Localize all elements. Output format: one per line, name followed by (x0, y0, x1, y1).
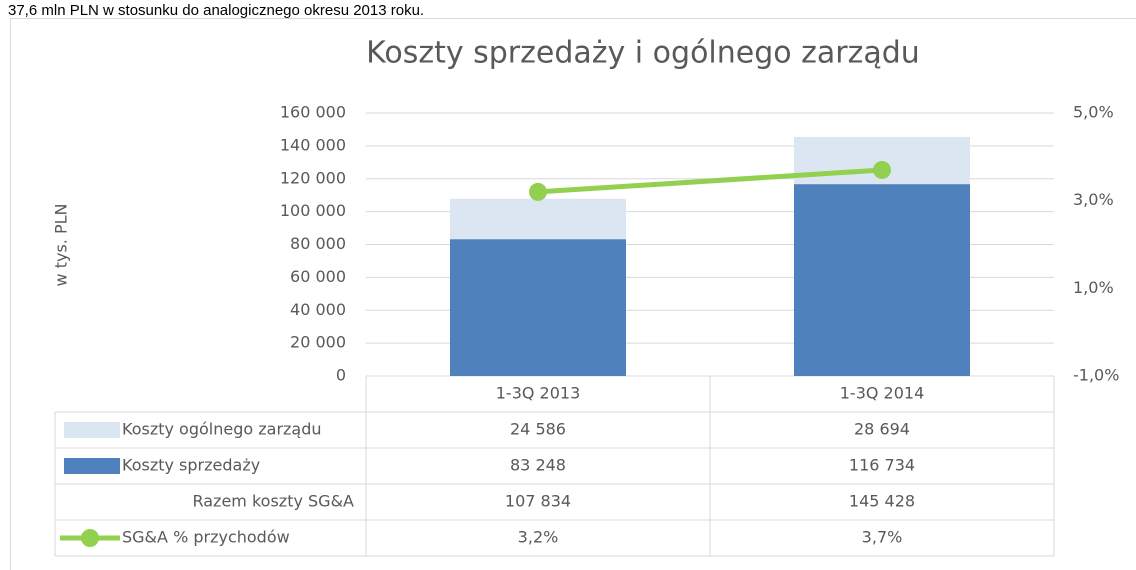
y-tick-label: 0 (336, 366, 346, 385)
y2-tick-label: 1,0% (1073, 278, 1114, 297)
table-value: 83 248 (510, 456, 566, 475)
legend-key-marker (81, 529, 99, 547)
legend-key (64, 458, 120, 474)
y-tick-label: 100 000 (280, 201, 346, 220)
y-tick-label: 60 000 (290, 267, 346, 286)
y2-tick-label: 5,0% (1073, 103, 1114, 122)
legend-label: Koszty ogólnego zarządu (122, 420, 322, 439)
y-tick-label: 80 000 (290, 234, 346, 253)
table-value: 28 694 (854, 420, 910, 439)
y-tick-label: 40 000 (290, 300, 346, 319)
x-tick-label: 1-3Q 2014 (840, 384, 925, 403)
line (537, 167, 883, 195)
y2-tick-label: 3,0% (1073, 190, 1114, 209)
line-marker (529, 182, 547, 201)
legend-label: SG&A % przychodów (122, 528, 290, 547)
chart-title: Koszty sprzedaży i ogólnego zarządu (366, 36, 920, 71)
table-value: 145 428 (849, 492, 915, 511)
y-axis-label: w tys. PLN (52, 204, 71, 287)
bar (450, 239, 626, 376)
bar (794, 184, 970, 376)
table-value: 24 586 (510, 420, 566, 439)
y2-tick-label: -1,0% (1073, 366, 1119, 385)
intro-text: 37,6 mln PLN w stosunku do analogicznego… (8, 2, 424, 19)
legend-label: Koszty sprzedaży (122, 456, 260, 475)
line-marker (873, 160, 891, 179)
bar (450, 198, 626, 240)
y-tick-label: 20 000 (290, 333, 346, 352)
table-value: 107 834 (505, 492, 571, 511)
y-tick-label: 160 000 (280, 103, 346, 122)
table-value: 3,7% (862, 528, 903, 547)
legend-key (64, 422, 120, 438)
y-tick-label: 120 000 (280, 168, 346, 187)
y-tick-label: 140 000 (280, 135, 346, 154)
table-value: 3,2% (518, 528, 559, 547)
table-value: 116 734 (849, 456, 915, 475)
row-label: Razem koszty SG&A (192, 492, 354, 511)
x-tick-label: 1-3Q 2013 (496, 384, 581, 403)
